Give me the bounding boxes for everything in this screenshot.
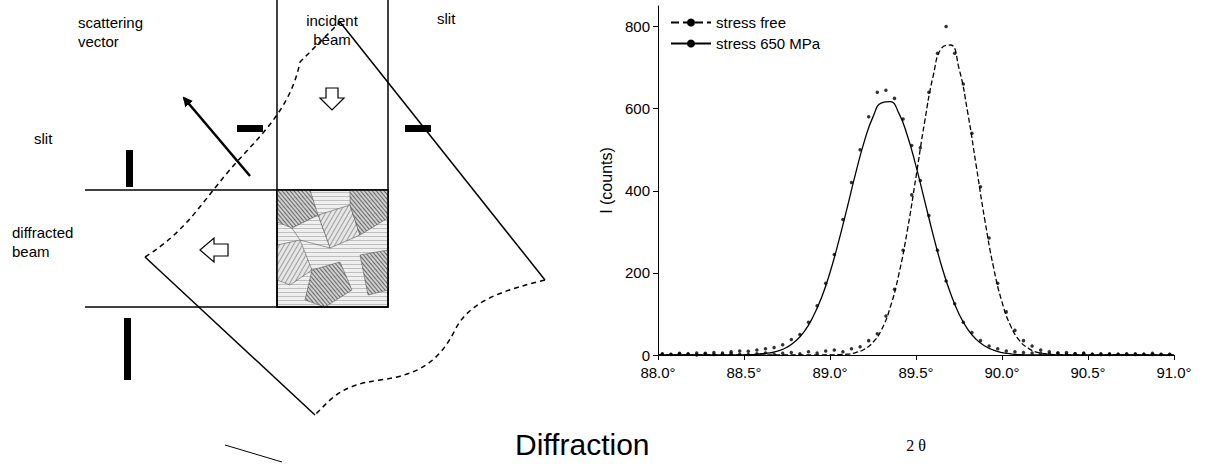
svg-text:600: 600	[625, 100, 650, 117]
svg-text:slit: slit	[437, 10, 456, 27]
svg-text:slit: slit	[34, 130, 53, 147]
svg-text:stress 650 MPa: stress 650 MPa	[716, 35, 821, 52]
svg-text:91.0°: 91.0°	[1156, 364, 1191, 381]
svg-text:diffracted: diffracted	[12, 224, 73, 241]
svg-text:200: 200	[625, 264, 650, 281]
svg-text:90.5°: 90.5°	[1070, 364, 1105, 381]
svg-text:88.5°: 88.5°	[726, 364, 761, 381]
svg-text:beam: beam	[313, 31, 351, 48]
svg-text:400: 400	[625, 182, 650, 199]
svg-text:88.0°: 88.0°	[640, 364, 675, 381]
svg-text:0: 0	[642, 347, 650, 364]
svg-text:89.0°: 89.0°	[812, 364, 847, 381]
svg-text:800: 800	[625, 18, 650, 35]
svg-text:90.0°: 90.0°	[984, 364, 1019, 381]
svg-text:scattering: scattering	[78, 14, 143, 31]
svg-text:2 θ: 2 θ	[906, 437, 926, 454]
svg-text:stress free: stress free	[716, 14, 786, 31]
svg-text:89.5°: 89.5°	[898, 364, 933, 381]
svg-text:incident: incident	[306, 12, 359, 29]
svg-text:vector: vector	[78, 33, 119, 50]
svg-text:beam: beam	[12, 243, 50, 260]
html-text:Diffraction: Diffraction	[515, 428, 650, 461]
svg-text:I (counts): I (counts)	[598, 147, 615, 214]
